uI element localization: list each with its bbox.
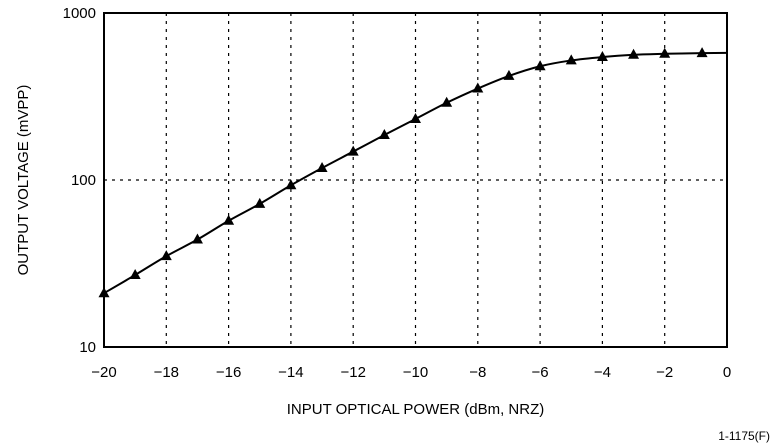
data-point-triangle (347, 145, 359, 156)
plot-frame (103, 12, 728, 348)
x-tick-label: −16 (216, 364, 241, 381)
data-point-triangle (316, 162, 328, 172)
y-axis-ticks: 10 100 1000 (63, 5, 96, 356)
data-point-triangle (628, 48, 640, 59)
x-tick-label: −12 (340, 364, 365, 381)
x-tick-label: −20 (91, 364, 116, 381)
y-tick-label: 1000 (63, 5, 96, 22)
data-point-triangle (254, 197, 266, 208)
data-point-triangle (160, 250, 172, 261)
x-tick-label: −6 (532, 364, 549, 381)
grid-lines (104, 13, 727, 347)
x-tick-label: −2 (656, 364, 673, 381)
data-point-triangle (596, 51, 608, 62)
data-point-triangle (223, 214, 235, 225)
data-point-triangle (191, 233, 203, 244)
x-tick-label: −14 (278, 364, 303, 381)
data-point-triangle (441, 96, 453, 107)
data-point-triangle (285, 179, 297, 190)
data-point-triangle (534, 60, 546, 71)
data-point-triangle (503, 69, 515, 80)
data-point-triangle (410, 112, 421, 123)
data-point-triangle (378, 128, 390, 139)
x-axis-title: INPUT OPTICAL POWER (dBm, NRZ) (287, 401, 545, 418)
data-point-triangle (472, 82, 484, 93)
x-tick-label: −8 (469, 364, 486, 381)
x-tick-label: 0 (723, 364, 731, 381)
y-tick-label: 10 (79, 339, 96, 356)
x-axis-ticks: −20 −18 −16 −14 −12 −10 −8 −6 −4 −2 0 (91, 364, 731, 381)
x-tick-label: −10 (403, 364, 428, 381)
figure-id-label: 1-1175(F) (718, 429, 770, 443)
data-point-triangle (659, 47, 671, 58)
data-point-triangle (129, 268, 141, 279)
data-point-triangle (98, 287, 110, 298)
data-point-triangle (696, 47, 708, 58)
data-point-triangle (565, 54, 577, 65)
series-points (98, 47, 708, 298)
x-tick-label: −18 (154, 364, 179, 381)
x-tick-label: −4 (594, 364, 611, 381)
y-axis-title: OUTPUT VOLTAGE (mVPP) (15, 85, 32, 276)
y-tick-label: 100 (71, 172, 96, 189)
